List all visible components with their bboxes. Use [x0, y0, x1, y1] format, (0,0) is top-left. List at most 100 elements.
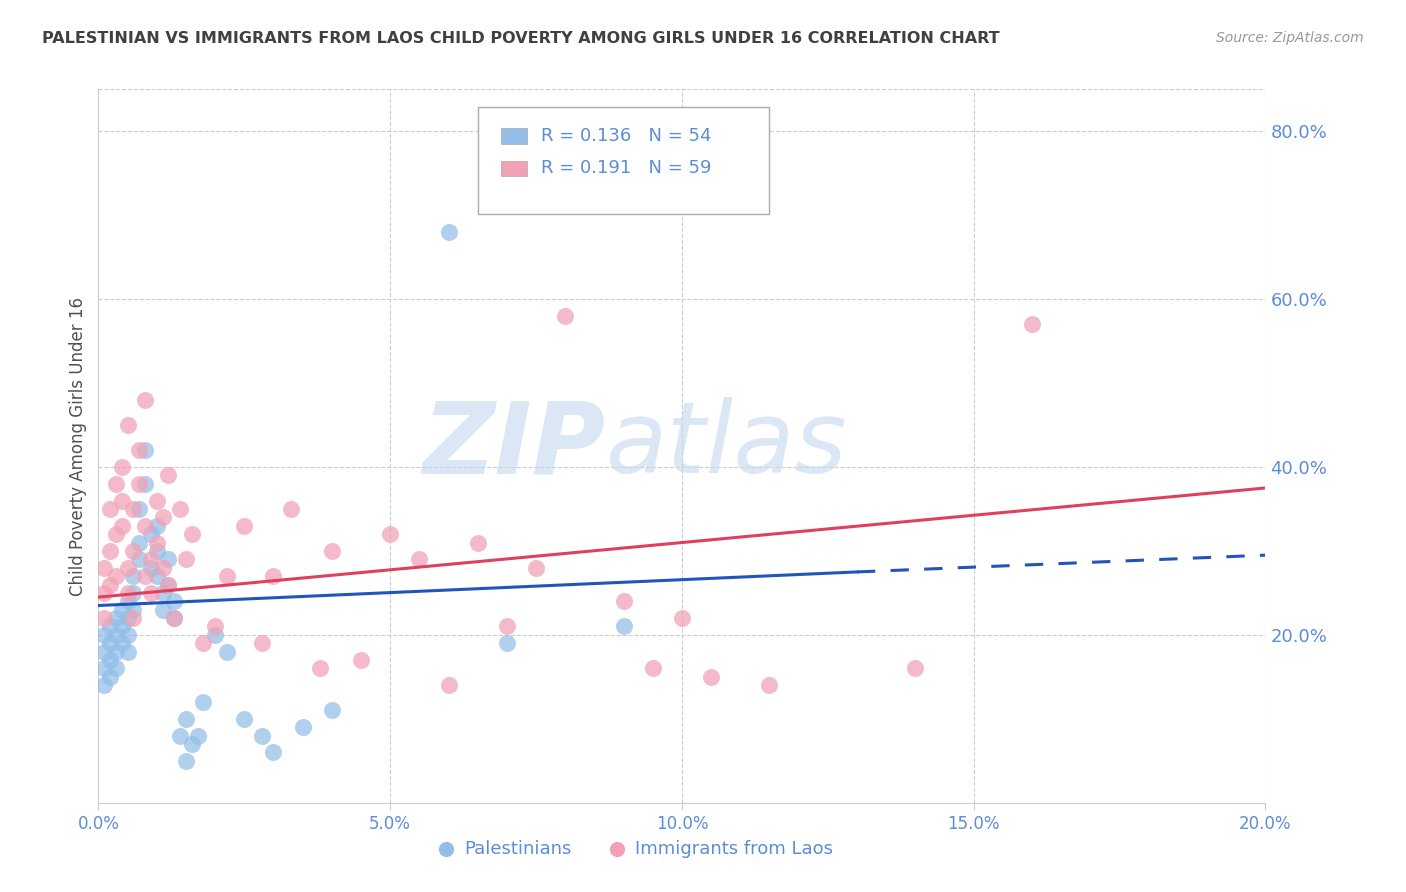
Point — [139, 552, 162, 566]
Point — [700, 670, 723, 684]
Point — [204, 628, 226, 642]
Point — [146, 544, 169, 558]
Point — [104, 476, 127, 491]
Point — [152, 603, 174, 617]
Point — [122, 586, 145, 600]
Point — [496, 636, 519, 650]
Point — [437, 225, 460, 239]
Point — [98, 670, 121, 684]
Point — [104, 628, 127, 642]
Point — [98, 636, 121, 650]
Point — [146, 569, 169, 583]
Y-axis label: Child Poverty Among Girls Under 16: Child Poverty Among Girls Under 16 — [69, 296, 87, 596]
Point — [641, 661, 664, 675]
Point — [111, 460, 134, 475]
Point — [111, 619, 134, 633]
Point — [104, 645, 127, 659]
Point — [128, 502, 150, 516]
Point — [134, 443, 156, 458]
Point — [104, 527, 127, 541]
Point — [163, 611, 186, 625]
Point — [174, 754, 197, 768]
Point — [157, 577, 180, 591]
Point — [187, 729, 209, 743]
Point — [98, 544, 121, 558]
Point — [139, 527, 162, 541]
Point — [193, 695, 215, 709]
Point — [1021, 318, 1043, 332]
Text: R = 0.136   N = 54: R = 0.136 N = 54 — [541, 128, 711, 145]
Point — [280, 502, 302, 516]
Point — [122, 603, 145, 617]
Point — [104, 611, 127, 625]
Point — [117, 560, 139, 574]
Point — [152, 586, 174, 600]
Point — [152, 510, 174, 524]
Point — [250, 729, 273, 743]
Point — [163, 611, 186, 625]
Point — [111, 636, 134, 650]
FancyBboxPatch shape — [478, 107, 769, 214]
Point — [157, 577, 180, 591]
Point — [309, 661, 332, 675]
Point — [122, 502, 145, 516]
Legend: Palestinians, Immigrants from Laos: Palestinians, Immigrants from Laos — [430, 833, 841, 865]
Point — [93, 560, 115, 574]
Point — [180, 737, 202, 751]
Point — [134, 476, 156, 491]
Point — [496, 619, 519, 633]
Point — [98, 653, 121, 667]
Point — [233, 518, 256, 533]
Point — [93, 678, 115, 692]
Point — [524, 560, 547, 574]
Text: R = 0.191   N = 59: R = 0.191 N = 59 — [541, 160, 711, 178]
Point — [122, 611, 145, 625]
Point — [104, 661, 127, 675]
Point — [128, 552, 150, 566]
Point — [215, 569, 238, 583]
Point — [117, 586, 139, 600]
Point — [291, 720, 314, 734]
Point — [139, 586, 162, 600]
Text: PALESTINIAN VS IMMIGRANTS FROM LAOS CHILD POVERTY AMONG GIRLS UNDER 16 CORRELATI: PALESTINIAN VS IMMIGRANTS FROM LAOS CHIL… — [42, 31, 1000, 46]
Point — [128, 443, 150, 458]
Point — [93, 628, 115, 642]
Text: atlas: atlas — [606, 398, 848, 494]
Point — [169, 502, 191, 516]
Point — [117, 628, 139, 642]
Point — [904, 661, 927, 675]
Point — [93, 645, 115, 659]
Point — [128, 476, 150, 491]
Point — [250, 636, 273, 650]
Point — [93, 661, 115, 675]
Point — [169, 729, 191, 743]
Point — [122, 544, 145, 558]
Point — [174, 712, 197, 726]
Point — [233, 712, 256, 726]
Point — [111, 603, 134, 617]
Point — [215, 645, 238, 659]
Point — [104, 569, 127, 583]
Point — [157, 552, 180, 566]
Point — [117, 645, 139, 659]
Point — [350, 653, 373, 667]
Point — [98, 619, 121, 633]
Point — [180, 527, 202, 541]
Point — [671, 611, 693, 625]
Point — [612, 619, 634, 633]
Point — [146, 493, 169, 508]
Point — [174, 552, 197, 566]
Point — [758, 678, 780, 692]
Point — [98, 577, 121, 591]
Point — [204, 619, 226, 633]
Point — [321, 703, 343, 717]
Point — [193, 636, 215, 650]
Point — [117, 594, 139, 608]
Point — [134, 392, 156, 407]
Point — [134, 518, 156, 533]
Point — [554, 309, 576, 323]
Point — [117, 417, 139, 432]
Point — [134, 569, 156, 583]
Point — [408, 552, 430, 566]
Text: ZIP: ZIP — [423, 398, 606, 494]
